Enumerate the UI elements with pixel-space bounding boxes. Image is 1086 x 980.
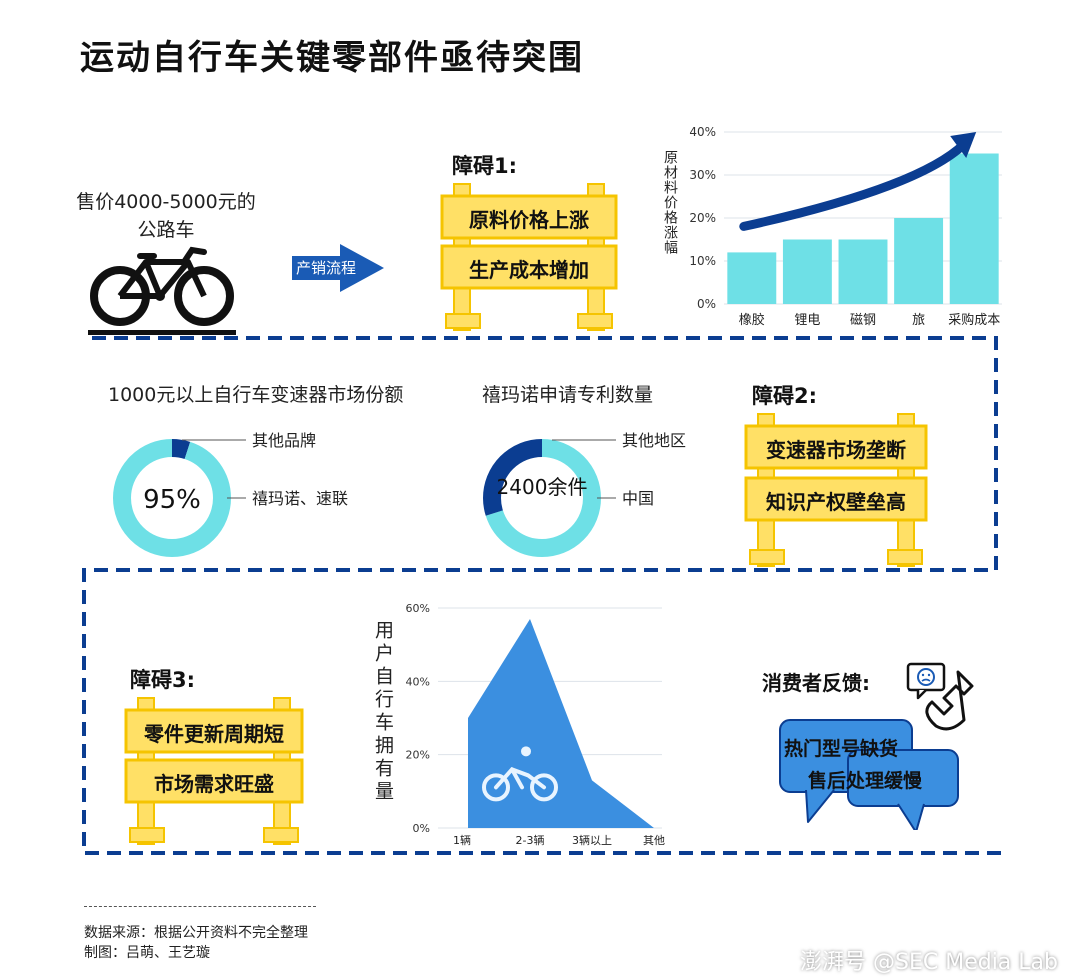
donut-2-title: 禧玛诺申请专利数量 <box>482 384 654 406</box>
x-tick-label: 其他 <box>643 834 665 847</box>
bike-caption-line2: 公路车 <box>137 219 195 241</box>
cyclist-wheel <box>482 773 510 802</box>
obstacle-3-item-2: 市场需求旺盛 <box>154 772 274 796</box>
speech-bubble-icon <box>779 719 959 830</box>
x-tick-label: 3辆以上 <box>572 833 612 847</box>
obstacle-1-title: 障碍1: <box>452 154 518 178</box>
x-tick-label: 采购成本 <box>948 312 1000 328</box>
cyclist-icon <box>482 746 558 802</box>
x-tick-label: 2-3辆 <box>516 833 545 847</box>
barrier-icon <box>744 413 928 567</box>
barrier-icon <box>440 183 618 331</box>
obstacle-3-barrier: 零件更新周期短 市场需求旺盛 <box>124 696 304 846</box>
obstacle-1-barrier: 原料价格上涨 生产成本增加 <box>440 182 618 332</box>
bar <box>894 218 944 304</box>
obstacle-2-item-1: 变速器市场垄断 <box>766 438 906 462</box>
x-tick-label: 锂电 <box>794 313 820 328</box>
bar <box>782 239 832 304</box>
donut-center-label: 2400余件 <box>497 475 588 499</box>
x-tick-label: 1辆 <box>453 833 471 847</box>
page-title: 运动自行车关键零部件亟待突围 <box>80 38 584 78</box>
y-tick-label: 0% <box>413 822 430 835</box>
footer-source: 数据来源：根据公开资料不完全整理 <box>84 925 308 941</box>
obstacle-2-item-2: 知识产权壁垒高 <box>766 490 906 514</box>
feedback-bubbles: 热门型号缺货 售后处理缓慢 <box>778 718 962 830</box>
callout-label: 禧玛诺、速联 <box>252 489 348 508</box>
x-tick-label: 橡胶 <box>739 312 765 328</box>
obstacle-3-title: 障碍3: <box>130 668 196 692</box>
y-tick-label: 40% <box>406 675 430 688</box>
footer-credit: 制图：吕萌、王艺璇 <box>84 945 210 961</box>
donut-1-title: 1000元以上自行车变速器市场份额 <box>108 384 404 406</box>
callout-label: 其他地区 <box>622 432 686 450</box>
bar-chart-raw-material: 40% 30% 20% 10% 0% 橡胶 锂电 磁钢 旅 采购成本 <box>689 125 1002 328</box>
obstacle-2-title: 障碍2: <box>752 384 818 408</box>
cyclist-frame <box>494 766 546 790</box>
footer-divider <box>84 906 316 907</box>
bike-caption: 售价4000-5000元的 公路车 <box>56 188 276 244</box>
obstacle-1-item-1: 原料价格上涨 <box>469 208 589 232</box>
obstacle-1-item-2: 生产成本增加 <box>469 258 589 282</box>
donut-slice <box>483 439 601 557</box>
watermark: 澎湃号 @SEC Media Lab <box>800 950 1058 975</box>
area-series <box>468 619 654 828</box>
donut-center-label: 95% <box>143 485 201 515</box>
feedback-title: 消费者反馈: <box>762 671 870 695</box>
bar <box>949 153 999 304</box>
phone-icon <box>925 670 974 731</box>
x-tick-label: 旅 <box>912 313 925 328</box>
y-tick-label: 10% <box>689 254 716 268</box>
trend-arrow-icon <box>739 139 969 231</box>
obstacle-3-item-1: 零件更新周期短 <box>144 722 284 746</box>
arrow-label: 产销流程 <box>296 259 357 277</box>
area-chart-ylabel: 用户自行车拥有量 <box>372 620 394 804</box>
y-tick-label: 20% <box>689 211 716 225</box>
sad-face-chat-icon <box>906 662 946 700</box>
barrier-icon <box>124 697 304 845</box>
callout-label: 其他品牌 <box>252 432 316 450</box>
y-tick-label: 0% <box>697 297 716 311</box>
y-tick-label: 20% <box>406 749 430 762</box>
x-tick-label: 磁钢 <box>850 313 876 328</box>
bar-chart-ylabel: 原材料价格涨幅 <box>662 150 678 255</box>
cyclist-head <box>521 746 531 757</box>
bar <box>727 252 777 304</box>
feedback-bubble-1: 热门型号缺货 <box>784 738 899 760</box>
feedback-bubble-2: 售后处理缓慢 <box>808 770 923 792</box>
bike-caption-line1: 售价4000-5000元的 <box>76 191 256 213</box>
process-arrow: 产销流程 <box>292 244 384 292</box>
callout-label: 中国 <box>622 489 654 508</box>
y-tick-label: 60% <box>406 602 430 615</box>
cyclist-wheel <box>530 773 558 802</box>
bar <box>838 239 888 304</box>
arrow-shape-icon <box>292 244 384 292</box>
donut-slice <box>113 439 231 557</box>
y-tick-label: 30% <box>689 168 716 182</box>
trend-arrow-head-icon <box>950 132 977 158</box>
y-tick-label: 40% <box>689 125 716 139</box>
bicycle-icon <box>88 246 236 335</box>
area-chart-ownership: 60% 40% 20% 0% 1辆 2-3辆 3辆以上 其他 <box>406 602 665 847</box>
obstacle-2-barrier: 变速器市场垄断 知识产权壁垒高 <box>744 412 928 568</box>
